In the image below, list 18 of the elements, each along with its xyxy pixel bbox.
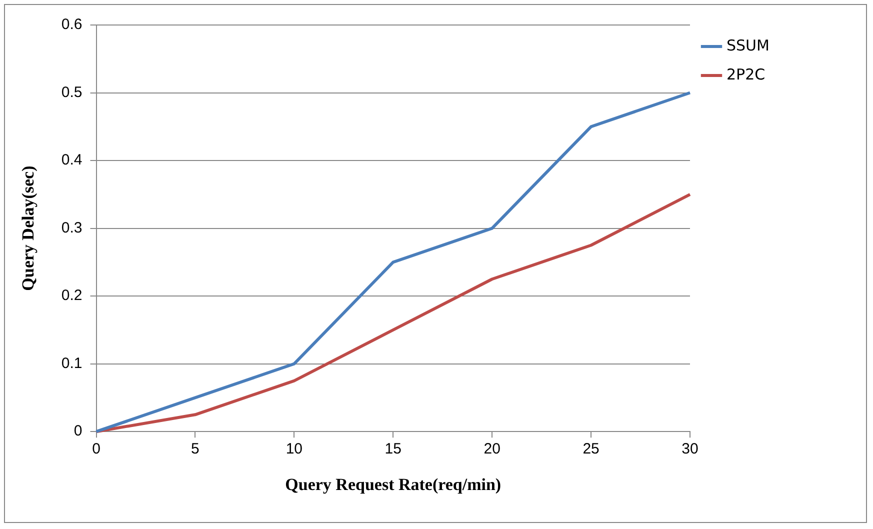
x-axis-title: Query Request Rate(req/min) bbox=[285, 475, 502, 494]
legend-label: SSUM bbox=[726, 36, 770, 54]
x-tick-label: 0 bbox=[92, 440, 100, 458]
legend-label: 2P2C bbox=[726, 65, 766, 84]
x-tick-label: 20 bbox=[484, 440, 500, 458]
x-tick-label: 25 bbox=[582, 440, 600, 458]
x-tick-label: 5 bbox=[191, 440, 200, 458]
y-tick-label: 0 bbox=[74, 422, 82, 440]
y-tick-label: 0.5 bbox=[61, 84, 82, 101]
x-tick-label: 30 bbox=[682, 440, 698, 458]
y-tick-label: 0.3 bbox=[61, 219, 82, 236]
y-tick-label: 0.4 bbox=[61, 152, 82, 169]
y-axis-title: Query Delay(sec) bbox=[18, 166, 38, 291]
x-tick-label: 10 bbox=[286, 440, 303, 458]
y-tick-label: 0.6 bbox=[61, 16, 82, 34]
y-tick-label: 0.1 bbox=[61, 354, 82, 372]
y-tick-label: 0.2 bbox=[61, 287, 82, 304]
x-tick-label: 15 bbox=[384, 440, 402, 458]
